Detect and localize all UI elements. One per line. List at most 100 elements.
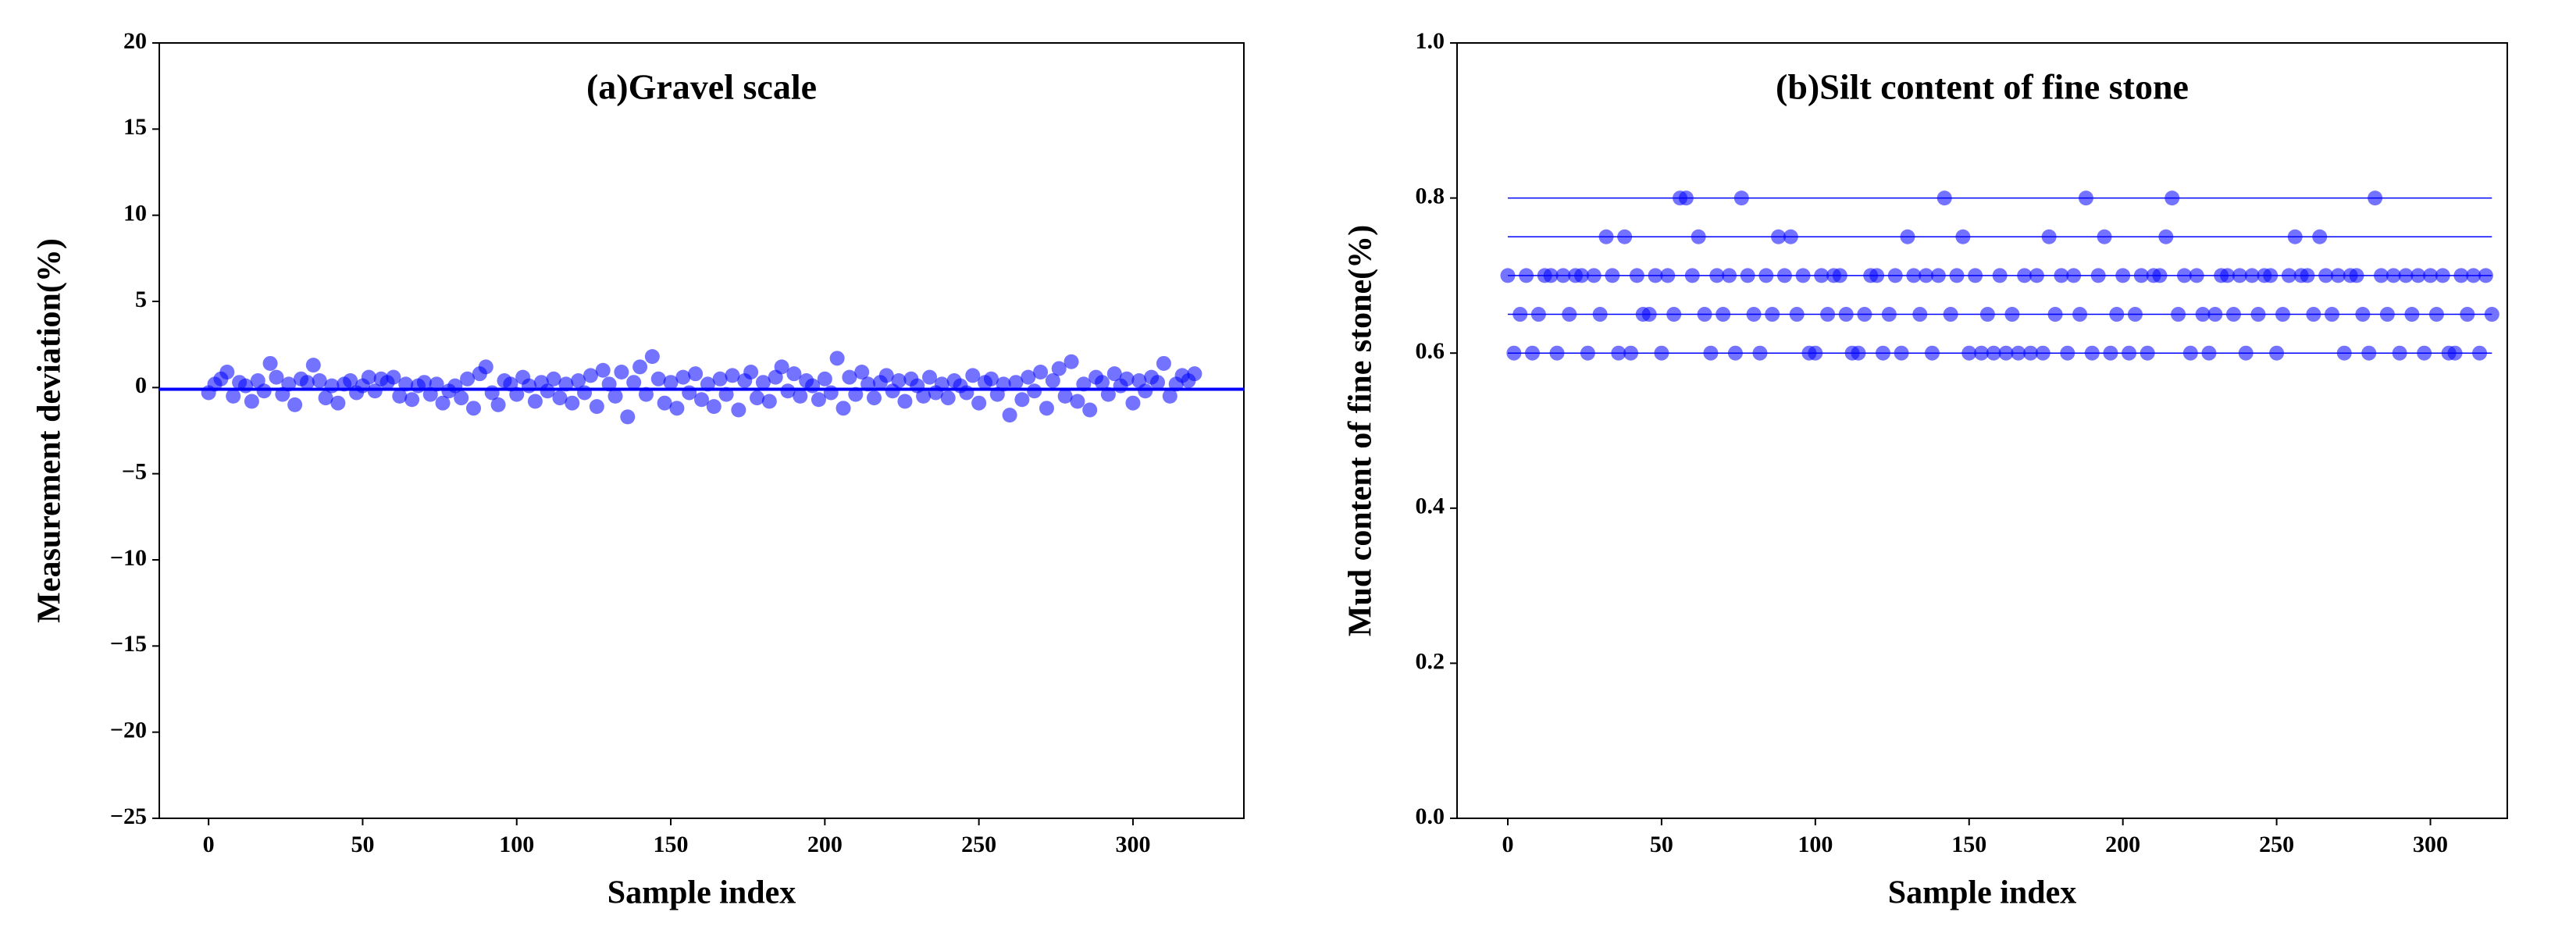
- point: [2287, 229, 2303, 244]
- y-tick-label: 0.6: [1416, 338, 1445, 364]
- point: [1814, 268, 1830, 283]
- point: [2176, 268, 2192, 283]
- point: [2453, 268, 2469, 283]
- point: [1900, 229, 1915, 244]
- point: [2466, 268, 2482, 283]
- point: [2054, 268, 2069, 283]
- point: [1094, 375, 1110, 390]
- point: [256, 383, 272, 399]
- point: [2115, 268, 2131, 283]
- point: [571, 373, 586, 389]
- point: [1002, 408, 1017, 423]
- point: [2060, 345, 2075, 361]
- chart-title: (a)Gravel scale: [586, 67, 817, 107]
- point: [398, 376, 414, 392]
- x-tick-label: 100: [499, 832, 534, 857]
- y-tick-label: 0: [135, 372, 147, 398]
- point: [1106, 366, 1122, 382]
- point: [1605, 268, 1620, 283]
- point: [2011, 345, 2026, 361]
- point: [1709, 268, 1725, 283]
- point: [1740, 268, 1755, 283]
- point: [718, 387, 734, 402]
- y-tick-label: 1.0: [1416, 28, 1445, 54]
- point: [983, 371, 999, 387]
- x-tick-label: 250: [961, 832, 996, 857]
- x-tick-label: 200: [807, 832, 843, 857]
- point: [1641, 307, 1657, 322]
- y-tick-label: 10: [123, 201, 147, 226]
- x-tick-label: 50: [351, 832, 374, 857]
- point: [842, 369, 857, 385]
- point: [2244, 268, 2260, 283]
- point: [644, 349, 660, 365]
- point: [522, 378, 537, 394]
- point: [1555, 268, 1571, 283]
- point: [934, 376, 950, 392]
- point: [478, 359, 493, 375]
- x-tick-label: 0: [1502, 832, 1513, 857]
- point: [2084, 345, 2100, 361]
- point: [1562, 307, 1577, 322]
- point: [1162, 388, 1178, 404]
- point: [2133, 268, 2149, 283]
- point: [1648, 268, 1663, 283]
- point: [2385, 268, 2401, 283]
- plot-area: [159, 42, 1245, 819]
- point: [2127, 307, 2143, 322]
- y-axis-label: Measurement deviation(%): [32, 238, 68, 623]
- x-tick-label: 0: [203, 832, 215, 857]
- point: [281, 376, 297, 392]
- point: [1586, 268, 1602, 283]
- point: [1733, 191, 1749, 206]
- point: [2207, 307, 2223, 322]
- point: [836, 401, 851, 416]
- point: [367, 383, 383, 399]
- point: [546, 371, 561, 387]
- point: [971, 395, 987, 411]
- point: [2269, 345, 2285, 361]
- point: [429, 376, 444, 392]
- point: [712, 371, 728, 387]
- point: [706, 399, 721, 415]
- point: [2238, 345, 2254, 361]
- point: [1014, 392, 1030, 408]
- y-tick-label: 15: [123, 114, 147, 140]
- point: [1660, 268, 1676, 283]
- x-tick-label: 50: [1650, 832, 1673, 857]
- point: [1998, 345, 2014, 361]
- point: [940, 390, 956, 406]
- point: [2201, 345, 2217, 361]
- point: [786, 366, 802, 382]
- point: [2182, 345, 2198, 361]
- point: [484, 385, 500, 401]
- point: [2152, 268, 2168, 283]
- point: [650, 371, 666, 387]
- point: [854, 364, 870, 379]
- point: [1716, 307, 1731, 322]
- point: [1039, 401, 1054, 416]
- point: [793, 388, 808, 404]
- point: [361, 369, 376, 385]
- point: [2220, 268, 2236, 283]
- point: [2275, 307, 2290, 322]
- y-tick-label: −20: [110, 718, 147, 743]
- point: [1611, 345, 1626, 361]
- point: [2041, 229, 2057, 244]
- x-tick-label: 300: [2413, 832, 2448, 857]
- point: [1549, 345, 1565, 361]
- point: [780, 383, 796, 399]
- point: [1150, 375, 1166, 390]
- point: [657, 395, 672, 411]
- point: [2281, 268, 2296, 283]
- point: [1666, 307, 1682, 322]
- point: [1887, 268, 1903, 283]
- point: [558, 376, 574, 392]
- point: [1500, 268, 1516, 283]
- point: [1156, 355, 1171, 371]
- point: [318, 390, 333, 406]
- point: [829, 351, 845, 366]
- point: [725, 368, 740, 383]
- point: [1851, 345, 1866, 361]
